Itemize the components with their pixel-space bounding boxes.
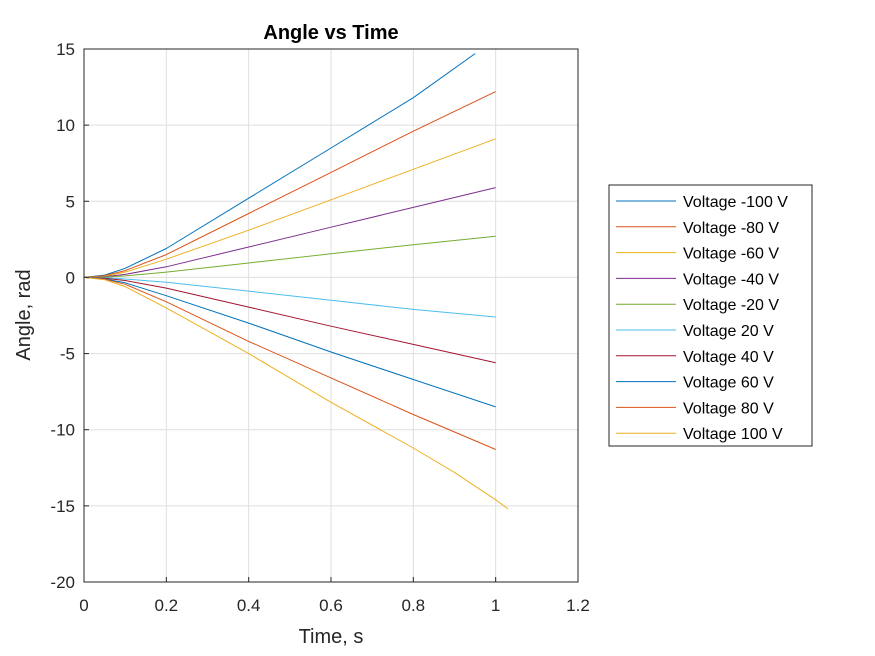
y-tick-label: 5 (66, 192, 75, 211)
x-tick-label: 0.6 (319, 596, 343, 615)
x-tick-label: 1 (491, 596, 500, 615)
series-line-9 (83, 276, 509, 510)
y-tick-label: 15 (56, 40, 75, 59)
legend-label: Voltage -20 V (683, 297, 779, 314)
series-line-6 (83, 276, 496, 364)
legend-label: Voltage 80 V (683, 400, 774, 417)
x-tick-label: 1.2 (566, 596, 590, 615)
series-line-3 (83, 187, 496, 278)
y-tick-label: -5 (60, 345, 75, 364)
x-tick-label: 0.2 (155, 596, 179, 615)
y-tick-label: 10 (56, 116, 75, 135)
legend-label: Voltage -40 V (683, 271, 779, 288)
x-tick-label: 0.8 (402, 596, 426, 615)
series-line-8 (83, 276, 496, 450)
y-tick-label: -15 (50, 497, 75, 516)
legend-label: Voltage 100 V (683, 426, 783, 443)
x-axis-label: Time, s (299, 626, 364, 648)
series-line-4 (83, 235, 496, 278)
legend-label: Voltage 40 V (683, 349, 774, 366)
series-line-1 (83, 91, 496, 278)
legend: Voltage -100 V Voltage -80 V Voltage -60 V… (608, 184, 813, 447)
y-tick-label: -10 (50, 421, 75, 440)
legend-box (608, 184, 813, 447)
legend-label: Voltage -80 V (683, 220, 779, 237)
y-tick-label: -20 (50, 573, 75, 592)
x-tick-label: 0.4 (237, 596, 261, 615)
y-tick-label: 0 (66, 268, 75, 287)
series-line-5 (83, 276, 496, 318)
series-line-2 (83, 138, 496, 278)
series-lines (83, 53, 509, 510)
series-line-0 (83, 53, 476, 278)
legend-label: Voltage -60 V (683, 246, 779, 263)
y-axis-label: Angle, rad (13, 269, 35, 360)
y-axis-ticks: 15 10 5 0 -5 -10 -15 -20 (50, 40, 89, 592)
legend-label: Voltage 20 V (683, 323, 774, 340)
legend-label: Voltage -100 V (683, 194, 788, 211)
chart-title: Angle vs Time (263, 22, 398, 44)
plot-area: 0 0.2 0.4 0.6 0.8 1 1.2 15 10 5 0 -5 -10 -15 -20 (50, 40, 589, 615)
x-tick-label: 0 (79, 596, 88, 615)
x-axis-ticks: 0 0.2 0.4 0.6 0.8 1 1.2 (79, 577, 590, 615)
legend-label: Voltage 60 V (683, 375, 774, 392)
